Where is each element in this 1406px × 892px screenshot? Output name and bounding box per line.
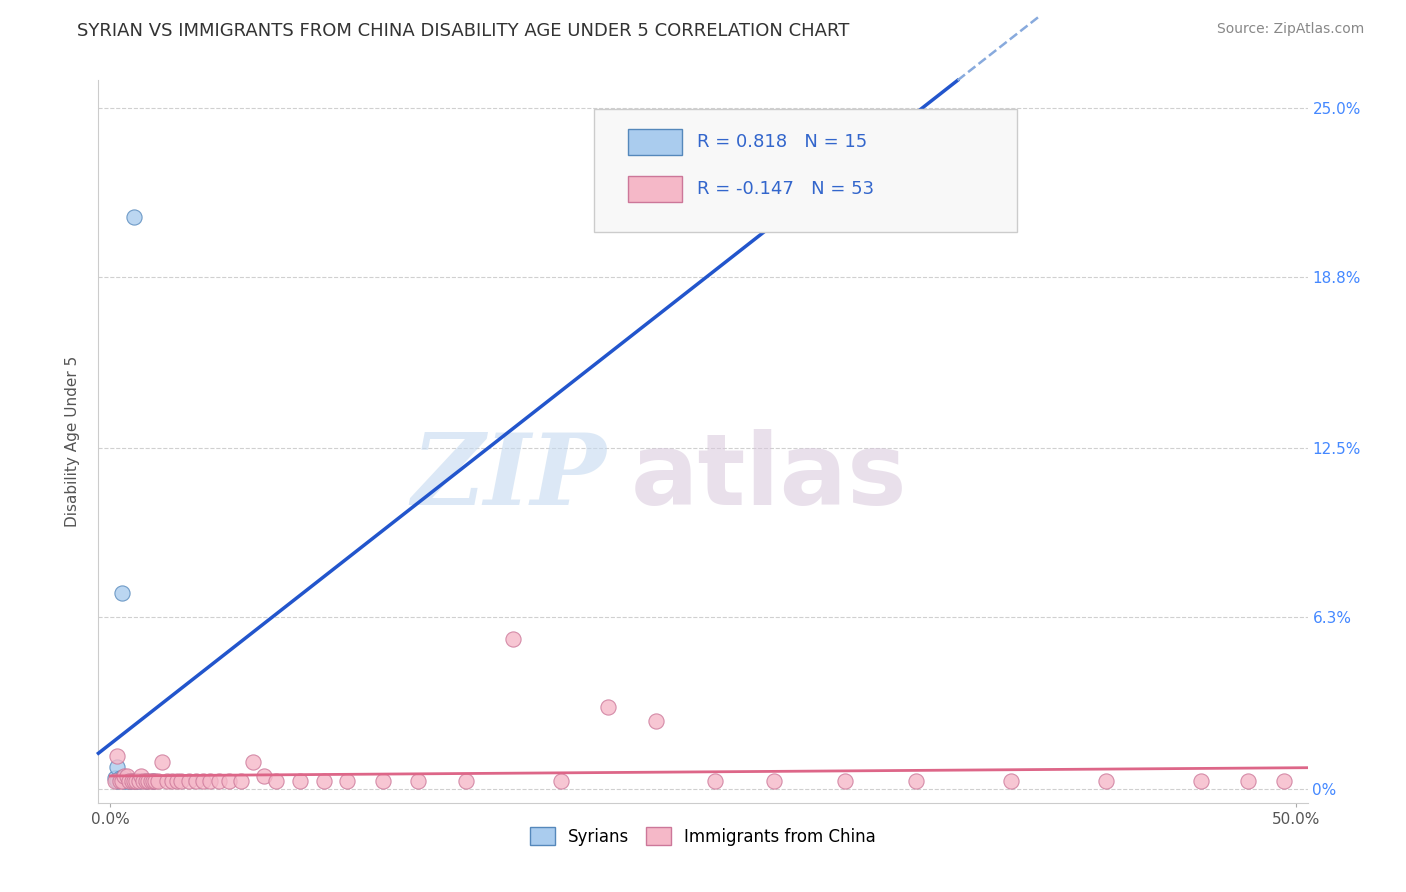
Point bbox=[114, 774, 136, 789]
Point bbox=[218, 774, 240, 789]
Point bbox=[139, 774, 162, 789]
Text: R = -0.147   N = 53: R = -0.147 N = 53 bbox=[697, 179, 875, 198]
Point bbox=[128, 774, 150, 789]
Point bbox=[114, 768, 136, 782]
Point bbox=[336, 774, 359, 789]
Point bbox=[198, 774, 221, 789]
Y-axis label: Disability Age Under 5: Disability Age Under 5 bbox=[65, 356, 80, 527]
Point bbox=[1189, 774, 1212, 789]
Point bbox=[229, 774, 252, 789]
Point bbox=[208, 774, 231, 789]
Point bbox=[104, 771, 127, 785]
Point bbox=[242, 755, 264, 769]
Point bbox=[1237, 774, 1260, 789]
Point bbox=[1095, 774, 1118, 789]
Point bbox=[121, 774, 143, 789]
Point bbox=[253, 768, 276, 782]
Point bbox=[142, 774, 165, 789]
Point bbox=[111, 774, 134, 789]
Point bbox=[156, 774, 179, 789]
Legend: Syrians, Immigrants from China: Syrians, Immigrants from China bbox=[523, 821, 883, 852]
Point bbox=[108, 771, 131, 785]
Text: ZIP: ZIP bbox=[412, 429, 606, 526]
Point bbox=[118, 774, 141, 789]
Point bbox=[371, 774, 394, 789]
Point bbox=[454, 774, 477, 789]
Point bbox=[550, 774, 572, 789]
Point bbox=[129, 768, 152, 782]
Point bbox=[125, 774, 148, 789]
Point bbox=[108, 774, 131, 789]
Text: atlas: atlas bbox=[630, 429, 907, 526]
Point bbox=[135, 774, 157, 789]
Bar bbox=[628, 176, 682, 202]
Point bbox=[143, 774, 166, 789]
Point bbox=[408, 774, 430, 789]
Point bbox=[502, 632, 524, 647]
Point bbox=[177, 774, 200, 789]
Point bbox=[135, 774, 157, 789]
FancyBboxPatch shape bbox=[595, 109, 1018, 232]
Point bbox=[128, 774, 150, 789]
Bar bbox=[628, 128, 682, 154]
Point bbox=[115, 768, 138, 782]
Point bbox=[288, 774, 311, 789]
Point bbox=[312, 774, 335, 789]
Text: Source: ZipAtlas.com: Source: ZipAtlas.com bbox=[1216, 22, 1364, 37]
Point bbox=[115, 774, 138, 789]
Point bbox=[598, 700, 620, 714]
Text: R = 0.818   N = 15: R = 0.818 N = 15 bbox=[697, 133, 868, 151]
Point bbox=[122, 210, 145, 224]
Point bbox=[152, 755, 174, 769]
Point bbox=[132, 774, 155, 789]
Point bbox=[834, 774, 856, 789]
Point bbox=[905, 774, 928, 789]
Point bbox=[105, 749, 128, 764]
Point bbox=[1272, 774, 1295, 789]
Point bbox=[191, 774, 214, 789]
Point bbox=[1000, 774, 1022, 789]
Point bbox=[166, 774, 188, 789]
Text: SYRIAN VS IMMIGRANTS FROM CHINA DISABILITY AGE UNDER 5 CORRELATION CHART: SYRIAN VS IMMIGRANTS FROM CHINA DISABILI… bbox=[77, 22, 849, 40]
Point bbox=[136, 774, 159, 789]
Point bbox=[703, 774, 725, 789]
Point bbox=[142, 774, 165, 789]
Point bbox=[105, 760, 128, 774]
Point bbox=[111, 771, 134, 785]
Point bbox=[122, 774, 145, 789]
Point bbox=[118, 774, 141, 789]
Point bbox=[170, 774, 193, 789]
Point bbox=[160, 774, 183, 789]
Point bbox=[146, 774, 169, 789]
Point bbox=[184, 774, 207, 789]
Point bbox=[125, 774, 148, 789]
Point bbox=[763, 774, 786, 789]
Point bbox=[104, 774, 127, 789]
Point bbox=[111, 586, 134, 600]
Point bbox=[644, 714, 666, 728]
Point bbox=[264, 774, 287, 789]
Point bbox=[105, 774, 128, 789]
Point bbox=[121, 774, 143, 789]
